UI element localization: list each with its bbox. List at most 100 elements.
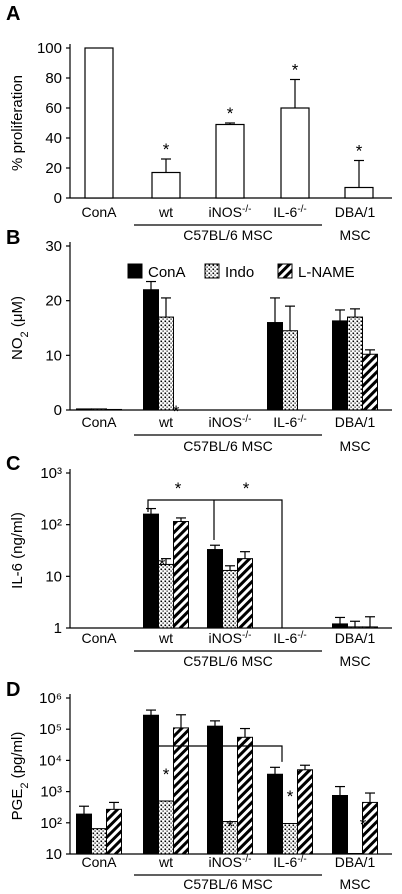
panel-b-legend-swatch [127, 263, 143, 279]
panel-c-bar [332, 623, 348, 629]
panel-c-y-tick-label: 10 [45, 568, 62, 585]
panel-a-significance-star: * [356, 142, 363, 161]
panel-a-bar [280, 107, 310, 199]
panel-a-group-label: C57BL/6 MSC [183, 227, 272, 243]
panel-d-comparison-bracket [147, 745, 283, 762]
panel-c-y-axis-label: IL-6 (ng/ml) [9, 512, 26, 589]
panel-d-y-tick-label: 10⁶ [39, 690, 62, 707]
panel-b-legend-swatch [204, 263, 220, 279]
panel-a-category-label: ConA [81, 204, 117, 220]
panel-d-bar [267, 773, 283, 855]
panel-d-category-label: IL-6-/- [273, 854, 307, 871]
panel-b-bar [332, 320, 348, 411]
panel-b-y-tick-label: 10 [45, 347, 62, 364]
panel-b-category-label: wt [158, 414, 173, 430]
panel-d-group-label: C57BL/6 MSC [183, 876, 272, 892]
panel-d-bar [91, 828, 107, 855]
panel-a-y-tick-label: 60 [45, 100, 62, 117]
panel-b-legend-label: Indo [225, 264, 254, 281]
panel-d-bar [282, 822, 298, 855]
panel-d-y-tick-label: 10³ [40, 784, 62, 801]
panel-a-y-tick-label: 0 [54, 190, 62, 207]
panel-b-category-label: iNOS-/- [209, 414, 252, 431]
panel-b-y-tick-label: 0 [54, 402, 62, 419]
panel-b-y-tick-label: 30 [45, 238, 62, 255]
panel-d-bar [207, 725, 223, 855]
panel-b-category-label: IL-6-/- [273, 414, 307, 431]
panel-c-bar [222, 569, 238, 629]
panel-c-category-label: iNOS-/- [209, 630, 252, 647]
panel-b-legend-swatch [277, 263, 293, 279]
panel-a-y-tick-label: 80 [45, 70, 62, 87]
panel-b-bar [282, 330, 298, 411]
panel-a-category-label: iNOS-/- [209, 204, 252, 221]
panel-a-bar [151, 171, 181, 199]
panel-b-chart: 0 10 20 30 NO2 (μM) ConA wt iNOS-/- IL-6-/- DBA/1… [9, 238, 392, 454]
panel-a-significance-star: * [163, 140, 170, 159]
panel-d-bar [297, 769, 313, 855]
panel-d-category-label: ConA [81, 854, 117, 870]
panel-a-y-axis-label: % proliferation [9, 75, 26, 171]
panel-b-bar [143, 289, 159, 411]
panel-d-y-tick-label: 10² [40, 815, 62, 832]
panel-d-y-tick-label: 10⁵ [39, 721, 62, 738]
panel-d-bar [143, 714, 159, 855]
panel-a-category-label: DBA/1 [335, 204, 376, 220]
panel-d-letter: D [6, 679, 20, 701]
panel-b-group-label: C57BL/6 MSC [183, 438, 272, 454]
panel-d-bar [173, 727, 189, 855]
panel-b-bar [362, 353, 378, 411]
panel-d-category-label: DBA/1 [335, 854, 376, 870]
panel-d-significance-star: * [163, 765, 170, 784]
panel-a-y-tick-label: 20 [45, 160, 62, 177]
panel-a-bar [344, 186, 374, 199]
panel-d-y-tick-label: 10⁴ [39, 752, 62, 769]
panel-c-significance-star: * [175, 479, 182, 498]
panel-c-bar [237, 558, 253, 629]
panel-c-significance-star: * [159, 555, 166, 574]
panel-c-category-label: DBA/1 [335, 630, 376, 646]
panel-a-category-label: wt [158, 204, 173, 220]
panel-c-category-label: IL-6-/- [273, 630, 307, 647]
panel-b-bar [267, 322, 283, 411]
panel-b-bar [76, 408, 92, 411]
panel-b-letter: B [6, 227, 20, 249]
panel-a-bar [215, 123, 245, 199]
panel-d-significance-star: * [287, 787, 294, 806]
panel-b-extra-label: MSC [339, 438, 370, 454]
panel-c-bar [143, 513, 159, 629]
panel-c-extra-label: MSC [339, 653, 370, 669]
panel-a-chart: 0 20 40 60 80 100 % proliferation ConA wt iNOS-/-… [9, 40, 392, 243]
panel-b-category-label: ConA [81, 414, 117, 430]
panel-b-legend-label: L-NAME [298, 264, 355, 281]
panel-d-bar [158, 800, 174, 855]
panel-b-bar [347, 316, 363, 411]
panel-d-bar [332, 794, 348, 855]
panel-c-bar [362, 626, 378, 629]
panel-c-y-tick-label: 10³ [40, 465, 62, 482]
panel-b-y-axis-label: NO2 (μM) [9, 296, 31, 360]
panel-b-y-tick-label: 20 [45, 293, 62, 310]
panel-c-letter: C [6, 453, 20, 475]
panel-b-category-label: DBA/1 [335, 414, 376, 430]
panel-c-y-tick-label: 10² [40, 517, 62, 534]
panel-c-bar [173, 521, 189, 629]
panel-d-category-label: iNOS-/- [209, 854, 252, 871]
panel-c-category-label: ConA [81, 630, 117, 646]
panel-c-comparison-bracket [147, 499, 283, 628]
panel-a-extra-label: MSC [339, 227, 370, 243]
panel-b-bar [106, 408, 122, 411]
panel-a-letter: A [6, 3, 20, 25]
panel-d-y-axis-label: PGE2 (pg/ml) [9, 732, 31, 821]
panel-a-y-tick-label: 100 [37, 40, 62, 57]
panel-c-chart: 1 10 10² 10³ IL-6 (ng/ml) ConA wt iNOS-/- IL-6-/… [9, 465, 392, 669]
panel-d-bar [106, 808, 122, 855]
panel-c-y-tick-label: 1 [54, 620, 62, 637]
panel-a-category-label: IL-6-/- [273, 204, 307, 221]
panel-c-category-label: wt [158, 630, 173, 646]
panel-d-extra-label: MSC [339, 876, 370, 892]
panel-c-significance-star: * [243, 479, 250, 498]
panel-c-bar [347, 626, 363, 629]
panel-d-significance-star: * [210, 726, 217, 745]
